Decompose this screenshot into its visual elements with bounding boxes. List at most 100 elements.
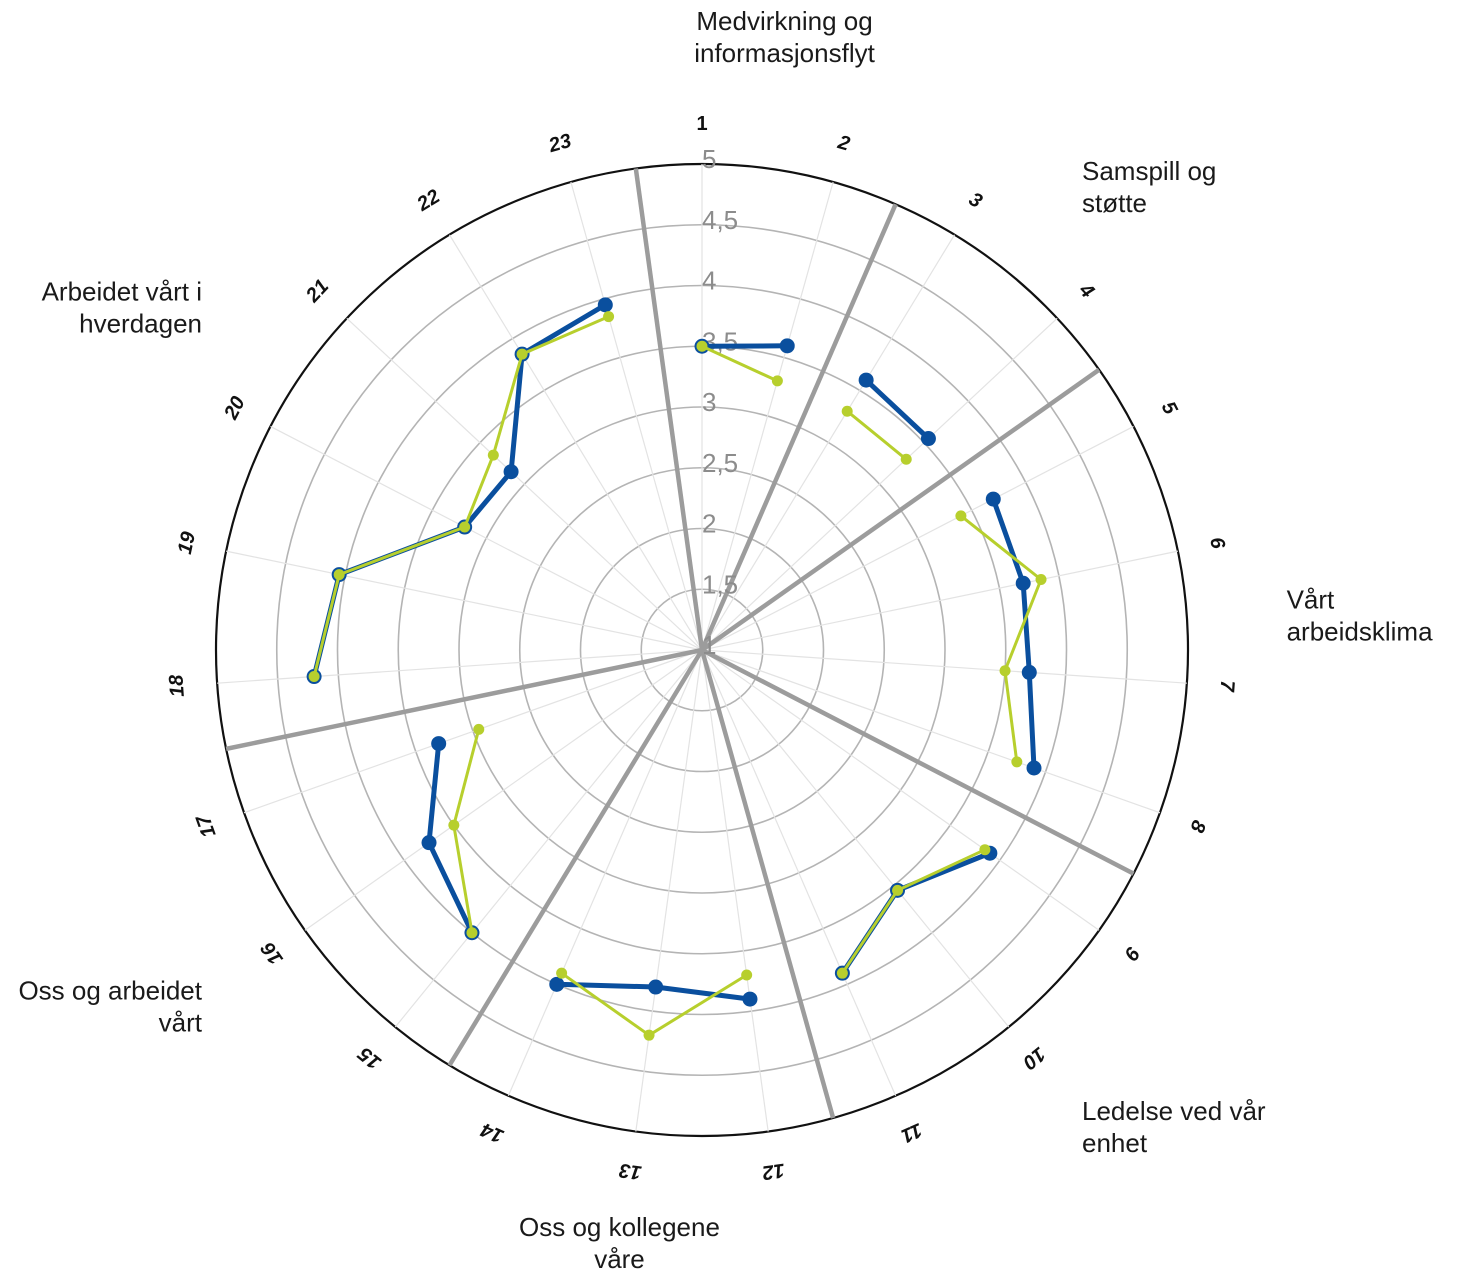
radial-tick-label: 2 bbox=[702, 509, 716, 539]
series-0-point bbox=[549, 976, 565, 992]
series-1-point bbox=[448, 819, 460, 831]
item-spoke bbox=[701, 649, 1100, 931]
series-1-point bbox=[771, 375, 783, 387]
group-label: Oss og arbeidet vårt bbox=[18, 975, 202, 1037]
group-divider bbox=[633, 168, 705, 651]
series-0-point bbox=[779, 338, 795, 354]
item-spoke bbox=[701, 649, 1161, 814]
series-0-point bbox=[920, 431, 936, 447]
group-label-line: Oss og arbeidet bbox=[18, 975, 202, 1005]
item-spoke bbox=[635, 649, 703, 1132]
group-divider bbox=[700, 648, 1135, 876]
radial-tick-label: 4 bbox=[702, 266, 716, 296]
item-label: 1 bbox=[696, 113, 707, 135]
item-label: 11 bbox=[898, 1118, 926, 1146]
series-1-point bbox=[900, 453, 912, 465]
item-spoke bbox=[701, 649, 769, 1132]
item-label: 12 bbox=[761, 1159, 786, 1184]
group-label-line: hverdagen bbox=[79, 309, 202, 339]
item-spoke bbox=[270, 425, 703, 651]
series-1-segment bbox=[845, 409, 908, 461]
group-label-line: informasjonsflyt bbox=[694, 38, 875, 68]
radial-tick-label: 4,5 bbox=[702, 205, 738, 235]
series-1-point bbox=[333, 569, 345, 581]
group-label-line: Arbeidet vårt i bbox=[42, 277, 202, 307]
radial-tick-label: 1 bbox=[702, 630, 716, 660]
group-divider bbox=[699, 649, 836, 1119]
series-layer bbox=[306, 297, 1047, 1041]
item-spoke bbox=[226, 550, 703, 651]
radial-tick-label: 1,5 bbox=[702, 569, 738, 599]
group-label-line: Ledelse ved vår bbox=[1082, 1096, 1266, 1126]
series-1-point bbox=[473, 723, 485, 735]
series-0-point bbox=[1015, 575, 1031, 591]
item-label: 13 bbox=[618, 1159, 643, 1184]
item-label: 2 bbox=[835, 131, 853, 155]
group-label-line: enhet bbox=[1082, 1128, 1148, 1158]
spoke-layer bbox=[217, 164, 1187, 1132]
group-label: Arbeidet vårt i hverdagen bbox=[42, 277, 202, 339]
group-divider bbox=[700, 367, 1101, 652]
item-spoke bbox=[346, 317, 703, 651]
group-label: Ledelse ved vår enhet bbox=[1082, 1096, 1266, 1158]
item-label: 20 bbox=[220, 393, 250, 424]
item-label: 15 bbox=[354, 1042, 386, 1074]
group-labels: Medvirkning og informasjonsflyt Samspill o… bbox=[18, 6, 1433, 1274]
item-spoke bbox=[394, 649, 703, 1028]
group-label-line: Vårt bbox=[1287, 585, 1335, 615]
series-0-point bbox=[597, 297, 613, 313]
item-label: 10 bbox=[1018, 1042, 1049, 1073]
series-0-segment bbox=[863, 377, 931, 441]
item-label: 4 bbox=[1074, 279, 1098, 303]
series-1-point bbox=[979, 844, 991, 856]
item-label: 3 bbox=[965, 188, 986, 213]
series-1-point bbox=[643, 1029, 655, 1041]
item-spoke bbox=[701, 317, 1058, 651]
item-label: 8 bbox=[1185, 817, 1210, 836]
radial-tick-label: 3,5 bbox=[702, 326, 738, 356]
group-label-line: Samspill og bbox=[1082, 156, 1216, 186]
item-spoke bbox=[304, 649, 703, 931]
series-0-point bbox=[1026, 760, 1042, 776]
item-label: 19 bbox=[174, 529, 200, 556]
series-1-point bbox=[556, 967, 568, 979]
radial-tick-label: 3 bbox=[702, 387, 716, 417]
item-spoke bbox=[701, 181, 834, 651]
series-1-point bbox=[892, 884, 904, 896]
series-1-point bbox=[841, 405, 853, 417]
item-label: 18 bbox=[165, 673, 189, 698]
group-label-line: arbeidsklima bbox=[1287, 617, 1433, 647]
item-spoke bbox=[217, 649, 703, 684]
series-1-point bbox=[466, 927, 478, 939]
series-0-point bbox=[421, 835, 437, 851]
group-divider bbox=[447, 648, 704, 1067]
item-spoke bbox=[701, 649, 897, 1097]
item-label: 16 bbox=[256, 937, 287, 969]
group-label-line: vårt bbox=[159, 1007, 203, 1037]
series-1-point bbox=[955, 510, 967, 522]
item-label: 17 bbox=[192, 811, 220, 840]
item-label: 5 bbox=[1157, 398, 1182, 419]
item-spoke bbox=[448, 234, 703, 651]
item-label: 21 bbox=[301, 275, 333, 307]
series-1-point bbox=[308, 671, 320, 683]
item-label: 6 bbox=[1205, 535, 1229, 551]
item-spoke bbox=[701, 649, 1187, 684]
group-divider bbox=[699, 203, 898, 651]
radial-tick-labels: 1 1,5 2 2,5 3 3,5 4 4,5 5 bbox=[702, 144, 738, 660]
series-0-point bbox=[431, 736, 447, 752]
radial-tick-label: 5 bbox=[702, 144, 716, 174]
group-label: Samspill og støtte bbox=[1082, 156, 1216, 218]
item-label: 23 bbox=[545, 130, 573, 157]
group-label: Medvirkning og informasjonsflyt bbox=[694, 6, 875, 68]
radial-tick-label: 2,5 bbox=[702, 448, 738, 478]
item-spoke bbox=[701, 234, 956, 651]
series-1-point bbox=[696, 340, 708, 352]
series-1-point bbox=[516, 348, 528, 360]
series-1-point bbox=[1035, 574, 1047, 586]
series-0-segment bbox=[990, 496, 1037, 771]
group-label: Oss og kollegene våre bbox=[519, 1212, 720, 1274]
item-label: 7 bbox=[1215, 680, 1238, 693]
group-divider bbox=[225, 647, 703, 752]
